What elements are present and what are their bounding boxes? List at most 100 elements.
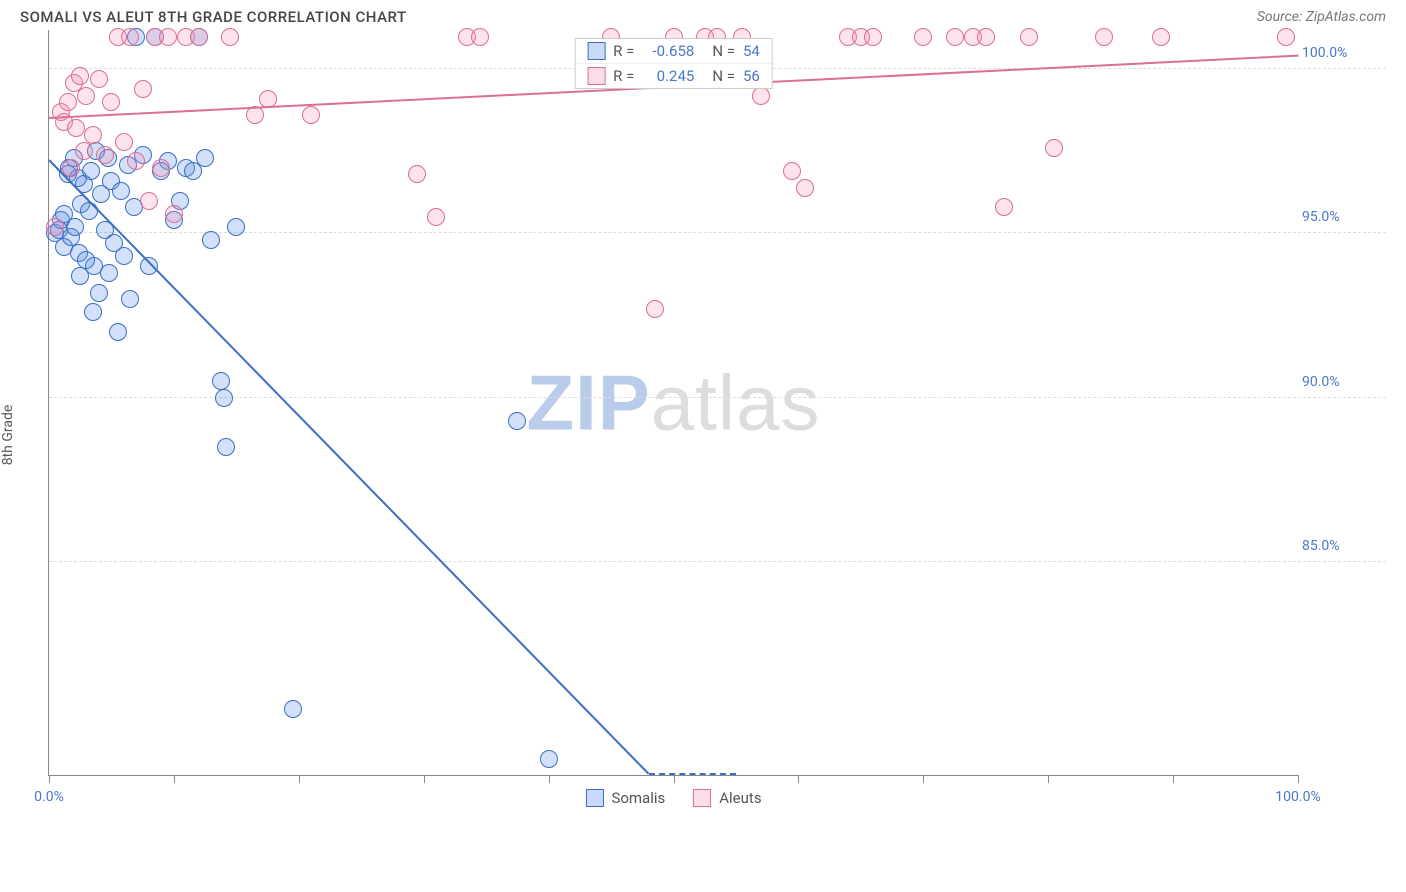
data-point-aleuts — [90, 70, 108, 88]
legend-swatch-aleuts — [587, 67, 605, 85]
trend-line — [649, 773, 736, 775]
data-point-aleuts — [165, 205, 183, 223]
trend-line — [48, 160, 649, 775]
data-point-somalis — [212, 372, 230, 390]
legend-item-somalis: Somalis — [585, 789, 665, 807]
data-point-aleuts — [121, 28, 139, 46]
data-point-aleuts — [134, 80, 152, 98]
y-tick-label: 100.0% — [1302, 45, 1386, 61]
data-point-aleuts — [115, 133, 133, 151]
data-point-aleuts — [246, 106, 264, 124]
correlation-legend: R = -0.658 N = 54 R = 0.245 N = 56 — [574, 38, 773, 89]
data-point-aleuts — [302, 106, 320, 124]
data-point-somalis — [80, 202, 98, 220]
chart-header: SOMALI VS ALEUT 8TH GRADE CORRELATION CH… — [0, 0, 1406, 30]
data-point-aleuts — [96, 146, 114, 164]
data-point-aleuts — [914, 28, 932, 46]
data-point-somalis — [66, 218, 84, 236]
data-point-aleuts — [77, 87, 95, 105]
data-point-somalis — [100, 264, 118, 282]
x-tick-label: 100.0% — [1275, 789, 1320, 805]
n-value-aleuts: 56 — [743, 67, 760, 85]
x-tick — [49, 775, 50, 783]
legend-row-aleuts: R = 0.245 N = 56 — [575, 64, 772, 88]
gridline — [49, 397, 1386, 398]
data-point-aleuts — [1095, 28, 1113, 46]
y-tick-label: 90.0% — [1302, 374, 1386, 390]
data-point-somalis — [82, 162, 100, 180]
data-point-aleuts — [127, 152, 145, 170]
data-point-aleuts — [159, 28, 177, 46]
data-point-aleuts — [977, 28, 995, 46]
watermark: ZIPatlas — [526, 357, 820, 448]
data-point-aleuts — [140, 192, 158, 210]
data-point-aleuts — [102, 93, 120, 111]
data-point-aleuts — [796, 179, 814, 197]
data-point-somalis — [540, 750, 558, 768]
r-label: R = — [613, 42, 634, 60]
gridline — [49, 561, 1386, 562]
x-tick — [798, 775, 799, 783]
data-point-somalis — [215, 389, 233, 407]
r-label: R = — [613, 67, 634, 85]
data-point-aleuts — [84, 126, 102, 144]
source-label: Source: ZipAtlas.com — [1257, 9, 1386, 25]
data-point-aleuts — [408, 165, 426, 183]
n-label: N = — [712, 42, 735, 60]
legend-item-aleuts: Aleuts — [693, 789, 761, 807]
data-point-somalis — [196, 149, 214, 167]
n-value-somalis: 54 — [743, 42, 760, 60]
x-tick — [1048, 775, 1049, 783]
data-point-aleuts — [752, 87, 770, 105]
x-tick — [1298, 775, 1299, 783]
data-point-aleuts — [71, 67, 89, 85]
data-point-aleuts — [62, 159, 80, 177]
data-point-aleuts — [1020, 28, 1038, 46]
data-point-somalis — [109, 323, 127, 341]
data-point-somalis — [227, 218, 245, 236]
gridline — [49, 232, 1386, 233]
data-point-aleuts — [783, 162, 801, 180]
x-tick — [299, 775, 300, 783]
legend-label-aleuts: Aleuts — [719, 789, 761, 807]
data-point-aleuts — [190, 28, 208, 46]
series-legend: Somalis Aleuts — [585, 789, 761, 807]
data-point-somalis — [284, 700, 302, 718]
x-tick — [923, 775, 924, 783]
data-point-somalis — [112, 182, 130, 200]
data-point-aleuts — [59, 93, 77, 111]
x-tick — [174, 775, 175, 783]
plot-area: ZIPatlas R =-0.658N =54R =0.245N =56 Som… — [48, 30, 1298, 776]
data-point-somalis — [508, 412, 526, 430]
data-point-aleuts — [1277, 28, 1295, 46]
r-value-aleuts: 0.245 — [642, 67, 694, 85]
x-tick — [1173, 775, 1174, 783]
n-label: N = — [712, 67, 735, 85]
data-point-aleuts — [995, 198, 1013, 216]
y-tick-label: 95.0% — [1302, 209, 1386, 225]
data-point-aleuts — [1045, 139, 1063, 157]
data-point-somalis — [121, 290, 139, 308]
data-point-somalis — [202, 231, 220, 249]
watermark-prefix: ZIP — [526, 358, 650, 446]
x-tick-label: 0.0% — [34, 789, 64, 805]
data-point-aleuts — [221, 28, 239, 46]
y-tick-label: 85.0% — [1302, 538, 1386, 554]
chart-container: 8th Grade ZIPatlas R =-0.658N =54R =0.24… — [36, 30, 1386, 840]
r-value-somalis: -0.658 — [642, 42, 694, 60]
data-point-aleuts — [75, 142, 93, 160]
data-point-aleuts — [946, 28, 964, 46]
data-point-aleuts — [1152, 28, 1170, 46]
y-axis-label: 8th Grade — [0, 405, 16, 466]
chart-title: SOMALI VS ALEUT 8TH GRADE CORRELATION CH… — [20, 8, 407, 26]
legend-label-somalis: Somalis — [611, 789, 665, 807]
data-point-aleuts — [46, 218, 64, 236]
data-point-aleuts — [864, 28, 882, 46]
data-point-somalis — [115, 247, 133, 265]
data-point-somalis — [84, 303, 102, 321]
x-tick — [424, 775, 425, 783]
x-tick — [549, 775, 550, 783]
data-point-aleuts — [471, 28, 489, 46]
data-point-somalis — [90, 284, 108, 302]
data-point-aleuts — [427, 208, 445, 226]
